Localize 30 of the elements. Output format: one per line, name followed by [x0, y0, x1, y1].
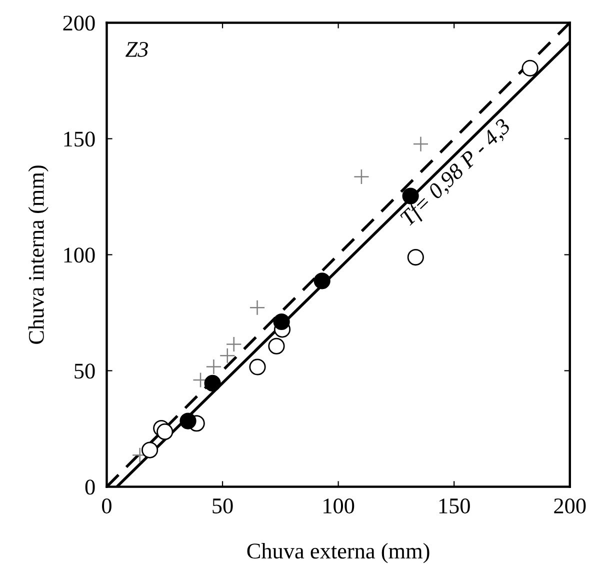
- y-axis-title: Chuva interna (mm): [28, 166, 48, 344]
- point: [204, 374, 221, 392]
- point: [142, 442, 158, 458]
- point: [156, 423, 174, 440]
- annotation: Tf= 0,98 P - 4,3: [398, 117, 514, 230]
- point: [249, 358, 266, 376]
- y-tick-label: 100: [64, 248, 95, 263]
- point: [412, 136, 429, 152]
- x-axis-title: Chuva externa (mm): [247, 542, 430, 564]
- point: [219, 348, 236, 364]
- x-tick-label: 150: [439, 498, 470, 514]
- y-tick-label: 50: [74, 364, 95, 379]
- point: [354, 168, 370, 185]
- x-tick-label: 100: [324, 498, 354, 514]
- x-tick-label: 200: [554, 498, 586, 514]
- point: [314, 272, 330, 290]
- x-tick-label: 0: [102, 498, 112, 514]
- point: [268, 338, 285, 354]
- point: [180, 412, 196, 430]
- y-tick-label: 200: [63, 16, 95, 31]
- point: [273, 313, 290, 330]
- y-tick-label: 150: [64, 132, 95, 147]
- point: [407, 248, 424, 266]
- point: [522, 60, 538, 76]
- y-tick-label: 0: [85, 480, 95, 495]
- x-tick-label: 50: [212, 498, 233, 514]
- annotation: Z3: [126, 42, 148, 57]
- point: [249, 300, 266, 316]
- point: [226, 336, 242, 352]
- point: [206, 358, 222, 375]
